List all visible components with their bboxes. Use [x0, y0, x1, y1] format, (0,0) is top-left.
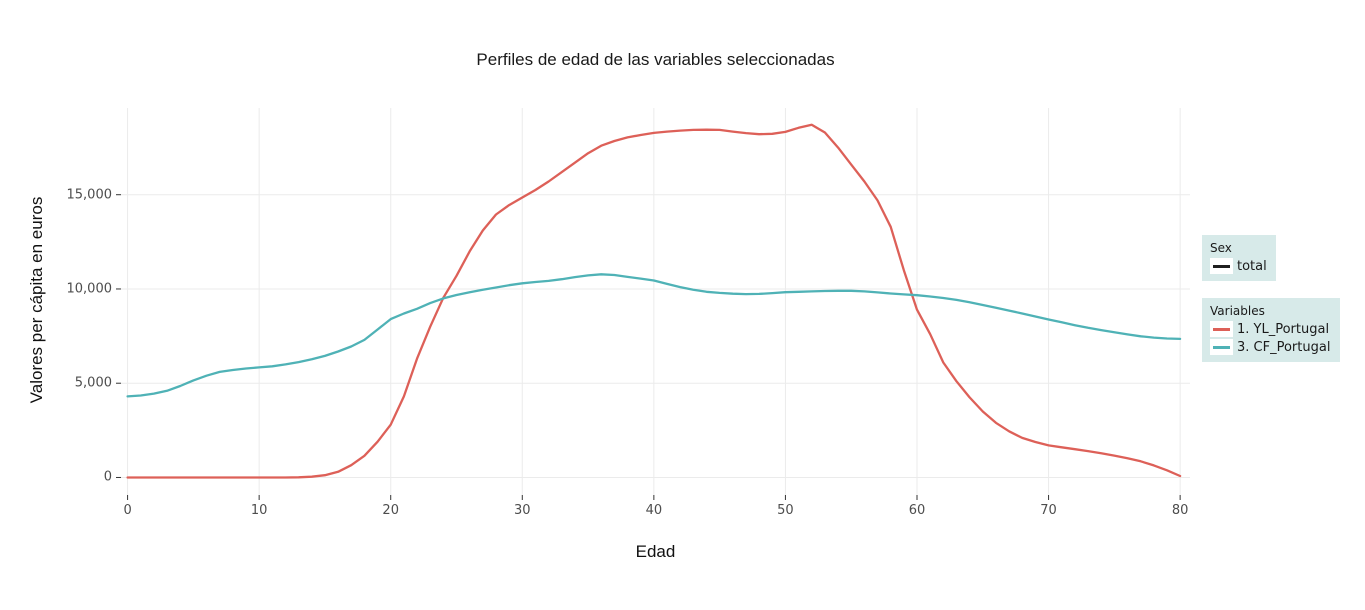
- x-tick-label: 60: [908, 503, 926, 518]
- series-line-3-cf-portugal: [126, 273, 1182, 398]
- legend-item-yl-portugal: 1. YL_Portugal: [1210, 321, 1331, 337]
- x-tick-label: 20: [382, 503, 399, 518]
- y-tick-label: 0: [103, 469, 112, 485]
- x-tick-label: 40: [645, 503, 663, 518]
- legend-item-total: total: [1210, 258, 1267, 274]
- legend-variables-title: Variables: [1210, 304, 1265, 318]
- x-tick-label: 0: [123, 503, 132, 518]
- yl-portugal-line-swatch-icon: [1213, 327, 1230, 331]
- legend-key-total: [1210, 258, 1233, 274]
- x-tick-label: 10: [250, 503, 268, 518]
- legend-sex: Sex total: [1202, 235, 1276, 281]
- legend-label-cf-portugal: 3. CF_Portugal: [1237, 339, 1331, 355]
- legend-label-yl-portugal: 1. YL_Portugal: [1237, 321, 1330, 337]
- total-line-swatch-icon: [1213, 264, 1230, 268]
- legend-sex-title: Sex: [1210, 241, 1232, 255]
- x-axis-title: Edad: [635, 542, 676, 561]
- x-tick-label: 50: [777, 503, 794, 518]
- x-tick-label: 80: [1171, 503, 1189, 518]
- chart-title: Perfiles de edad de las variables selecc…: [476, 50, 835, 69]
- x-tick-label: 70: [1040, 503, 1057, 518]
- legend-key-cf-portugal: [1210, 339, 1233, 355]
- y-tick-label: 5,000: [74, 375, 112, 391]
- cf-portugal-line-swatch-icon: [1213, 345, 1230, 349]
- x-tick-label: 30: [514, 503, 531, 518]
- legend-label-total: total: [1237, 258, 1267, 274]
- y-axis-title: Valores per cápita en euros: [27, 196, 46, 404]
- legend-variables: Variables 1. YL_Portugal 3. CF_Portugal: [1202, 298, 1340, 362]
- y-tick-label: 15,000: [66, 187, 113, 203]
- series-line-1-yl-portugal: [126, 123, 1182, 479]
- legend-item-cf-portugal: 3. CF_Portugal: [1210, 339, 1331, 355]
- legend-key-yl-portugal: [1210, 321, 1233, 337]
- y-tick-label: 10,000: [66, 281, 113, 297]
